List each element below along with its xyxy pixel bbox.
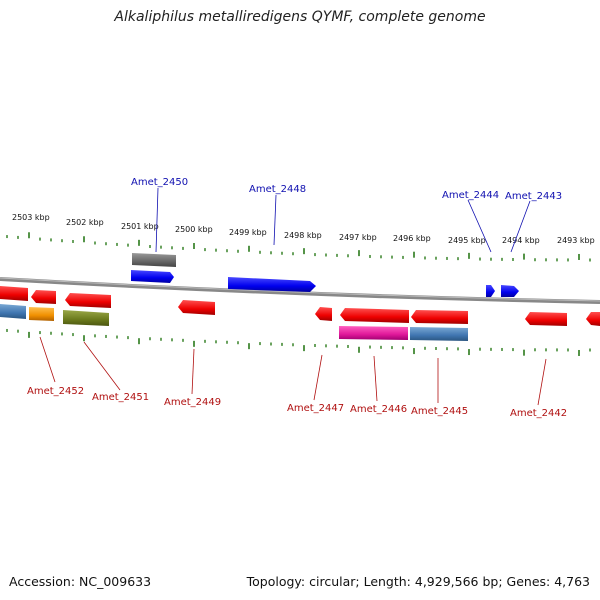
gene-label[interactable]: Amet_2451 xyxy=(92,392,149,403)
top-gene-labels: Amet_2450 Amet_2448 Amet_2444 Amet_2443 xyxy=(131,177,562,253)
gene-arrow[interactable] xyxy=(340,308,409,323)
gene-label[interactable]: Amet_2442 xyxy=(510,408,567,419)
kbp-label: 2503 kbp xyxy=(12,213,50,222)
gene-label[interactable]: Amet_2447 xyxy=(287,403,344,414)
kbp-label: 2498 kbp xyxy=(284,231,322,240)
gene-arrow[interactable] xyxy=(63,310,109,326)
forward-genes xyxy=(131,253,519,297)
kbp-label: 2502 kbp xyxy=(66,218,104,227)
gene-arrow[interactable] xyxy=(410,327,468,341)
gene-arrow[interactable] xyxy=(411,310,468,324)
gene-arrow[interactable] xyxy=(131,270,174,283)
bottom-gene-labels: Amet_2452 Amet_2451 Amet_2449 Amet_2447 … xyxy=(27,336,567,419)
gene-label[interactable]: Amet_2444 xyxy=(442,190,499,201)
gene-arrow[interactable] xyxy=(228,277,316,292)
kbp-label: 2495 kbp xyxy=(448,236,486,245)
kbp-label: 2494 kbp xyxy=(502,236,540,245)
kbp-label: 2496 kbp xyxy=(393,234,431,243)
kbp-label: 2500 kbp xyxy=(175,225,213,234)
kbp-label: 2499 kbp xyxy=(229,228,267,237)
gene-label[interactable]: Amet_2445 xyxy=(411,406,468,417)
gene-arrow[interactable] xyxy=(525,312,567,326)
kbp-label: 2497 kbp xyxy=(339,233,377,242)
gene-label[interactable]: Amet_2443 xyxy=(505,191,562,202)
kbp-label: 2493 kbp xyxy=(557,236,595,245)
gene-label[interactable]: Amet_2446 xyxy=(350,404,407,415)
kbp-labels: 2503 kbp 2502 kbp 2501 kbp 2500 kbp 2499… xyxy=(12,213,595,245)
kbp-scale-top xyxy=(6,232,591,262)
gene-arrow[interactable] xyxy=(0,304,26,319)
gene-arrow[interactable] xyxy=(31,290,56,304)
gene-label[interactable]: Amet_2452 xyxy=(27,386,84,397)
gene-arrow[interactable] xyxy=(586,312,600,326)
genome-summary-text: Topology: circular; Length: 4,929,566 bp… xyxy=(246,574,590,589)
gene-label[interactable]: Amet_2450 xyxy=(131,177,188,188)
gene-arrow[interactable] xyxy=(501,285,519,297)
gene-label[interactable]: Amet_2448 xyxy=(249,184,306,195)
kbp-label: 2501 kbp xyxy=(121,222,159,231)
gene-arrow[interactable] xyxy=(132,253,176,267)
reverse-genes xyxy=(0,286,600,341)
gene-arrow[interactable] xyxy=(0,286,28,301)
gene-arrow[interactable] xyxy=(486,285,495,297)
gene-label[interactable]: Amet_2449 xyxy=(164,397,221,408)
gene-arrow[interactable] xyxy=(315,307,332,321)
gene-arrow[interactable] xyxy=(65,293,111,308)
gene-arrow[interactable] xyxy=(339,326,408,340)
accession-text: Accession: NC_009633 xyxy=(9,574,152,589)
gene-arrow[interactable] xyxy=(29,307,54,321)
gene-arrow[interactable] xyxy=(178,300,215,315)
kbp-scale-bottom xyxy=(6,328,591,356)
map-title: Alkaliphilus metalliredigens QYMF, compl… xyxy=(114,9,486,25)
genome-backbone xyxy=(0,277,600,304)
